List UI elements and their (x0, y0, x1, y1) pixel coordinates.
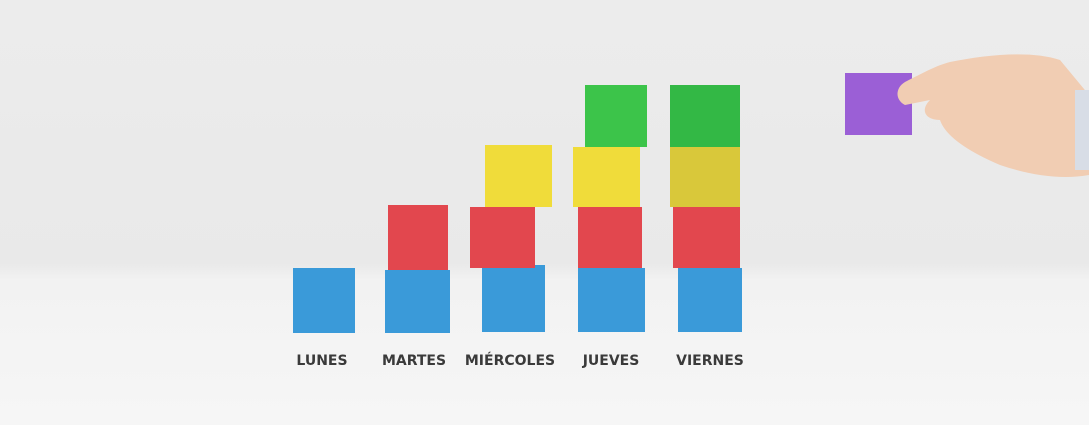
sleeve (1075, 90, 1089, 170)
block (845, 73, 912, 135)
hand (897, 54, 1089, 177)
blocks (293, 73, 912, 333)
block (482, 265, 545, 332)
block (585, 85, 647, 147)
block (293, 268, 355, 333)
block (670, 147, 740, 207)
day-labels: LUNES MARTES MIÉRCOLES JUEVES VIERNES (296, 352, 743, 369)
day-label: LUNES (296, 353, 347, 369)
block (670, 85, 740, 147)
day-label: MIÉRCOLES (465, 352, 555, 369)
day-label: VIERNES (676, 353, 744, 369)
block (573, 147, 640, 207)
block (678, 268, 742, 332)
block (673, 207, 740, 268)
block (388, 205, 448, 270)
block (385, 270, 450, 333)
day-label: MARTES (382, 353, 446, 369)
block (485, 145, 552, 207)
day-label: JUEVES (582, 353, 640, 369)
block (578, 207, 642, 268)
block (578, 268, 645, 332)
block (470, 207, 535, 268)
